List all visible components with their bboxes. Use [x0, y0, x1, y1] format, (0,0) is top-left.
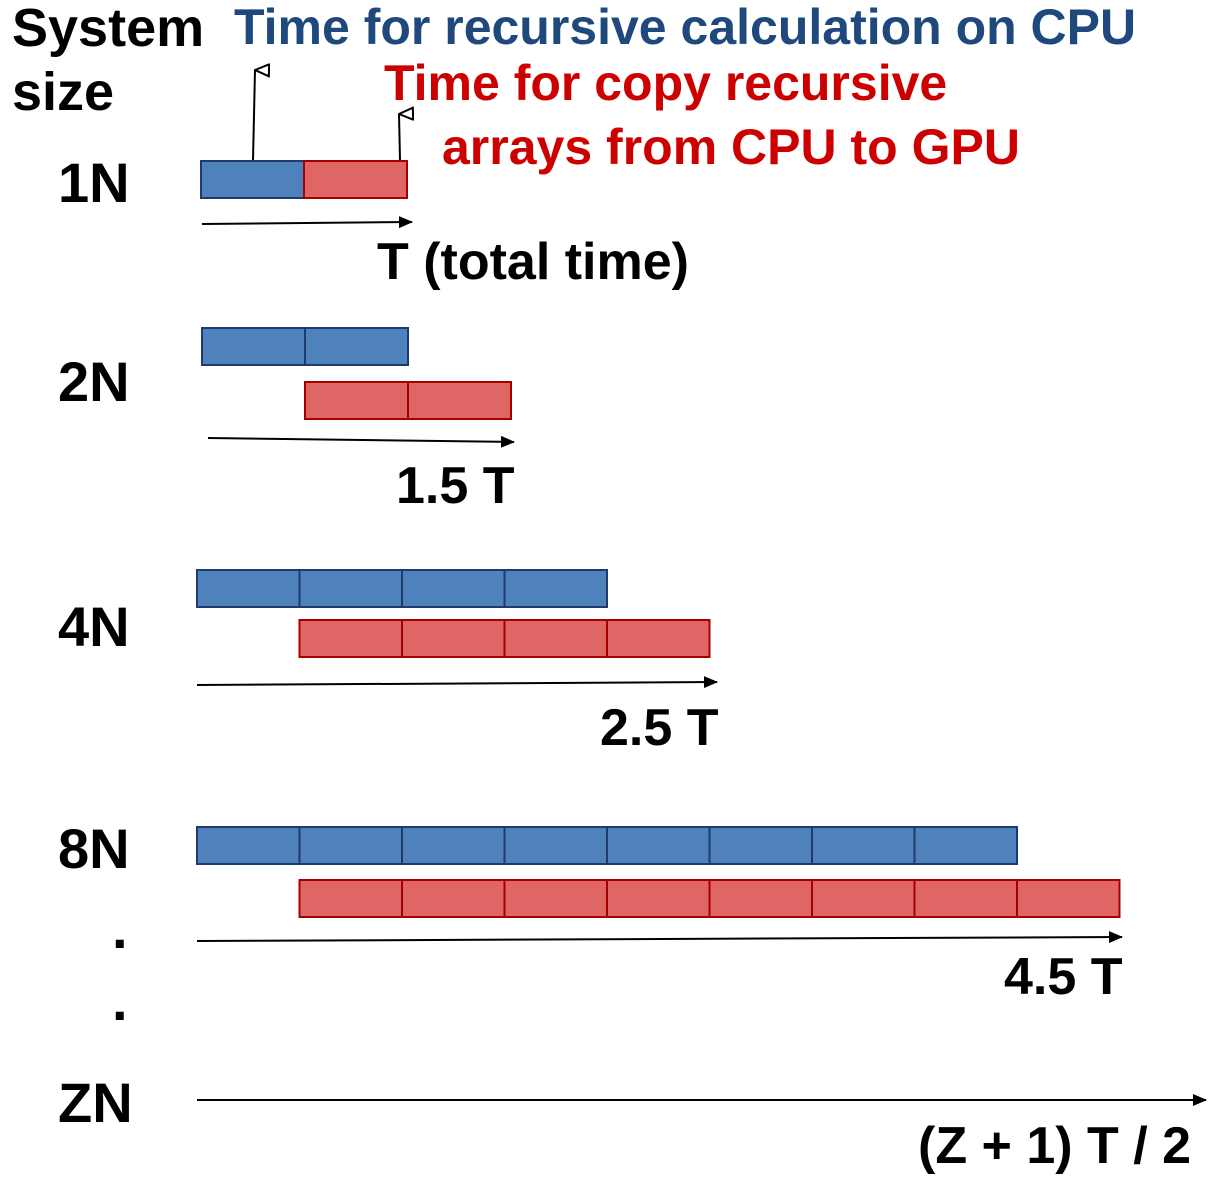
copy-block-8n-8 [1016, 879, 1121, 918]
cpu-legend-label: Time for recursive calculation on CPU [234, 0, 1136, 55]
time-label-zn: (Z + 1) T / 2 [918, 1117, 1191, 1175]
cpu-block-8n-5 [606, 826, 711, 865]
cpu-block-8n-3 [401, 826, 506, 865]
copy-block-4n-3 [503, 619, 608, 658]
copy-block-4n-4 [606, 619, 711, 658]
copy-legend-label-line2: arrays from CPU to GPU [442, 119, 1020, 175]
block-rows [196, 160, 1121, 918]
copy-block-2n-2 [407, 381, 512, 420]
cpu-block-1n-1 [200, 160, 305, 199]
copy-legend-label-line1: Time for copy recursive [384, 55, 947, 111]
row-label-2n: 2N [58, 350, 130, 413]
ellipsis-dot-2: . [112, 969, 128, 1032]
cpu-block-4n-4 [503, 569, 608, 608]
copy-block-4n-2 [401, 619, 506, 658]
timeline-arrow-8n [196, 931, 1123, 944]
cpu-legend-pointer [252, 70, 255, 161]
time-label-8n: 4.5 T [1004, 948, 1123, 1006]
axis-label-line2: size [12, 62, 114, 122]
cpu-block-8n-7 [811, 826, 916, 865]
row-label-4n: 4N [58, 595, 130, 658]
timeline-arrow-2n [207, 435, 515, 448]
row-label-zn: ZN [58, 1071, 133, 1134]
copy-block-8n-5 [708, 879, 813, 918]
cpu-block-8n-4 [503, 826, 608, 865]
copy-block-1n-1 [303, 160, 408, 199]
cpu-block-2n-2 [304, 327, 409, 366]
timeline-arrow-4n [196, 676, 718, 689]
copy-block-8n-7 [913, 879, 1018, 918]
axis-label-line1: System [12, 0, 204, 58]
cpu-block-8n-1 [196, 826, 301, 865]
ellipsis-dot-1: . [112, 897, 128, 960]
copy-block-8n-6 [811, 879, 916, 918]
timeline-arrow-1n [201, 216, 413, 229]
cpu-block-4n-3 [401, 569, 506, 608]
copy-block-4n-1 [298, 619, 403, 658]
copy-block-8n-1 [298, 879, 403, 918]
copy-block-8n-4 [606, 879, 711, 918]
cpu-block-8n-2 [298, 826, 403, 865]
cpu-block-4n-1 [196, 569, 301, 608]
copy-block-2n-1 [304, 381, 409, 420]
cpu-block-8n-6 [708, 826, 813, 865]
cpu-block-4n-2 [298, 569, 403, 608]
cpu-block-2n-1 [201, 327, 306, 366]
copy-legend-pointer [399, 114, 400, 161]
row-label-8n: 8N [58, 817, 130, 880]
copy-block-8n-2 [401, 879, 506, 918]
copy-block-8n-3 [503, 879, 608, 918]
cpu-block-8n-8 [913, 826, 1018, 865]
row-label-1n: 1N [58, 151, 130, 214]
time-label-1n: T (total time) [377, 233, 689, 291]
time-label-2n: 1.5 T [396, 457, 515, 515]
time-label-4n: 2.5 T [600, 699, 719, 757]
